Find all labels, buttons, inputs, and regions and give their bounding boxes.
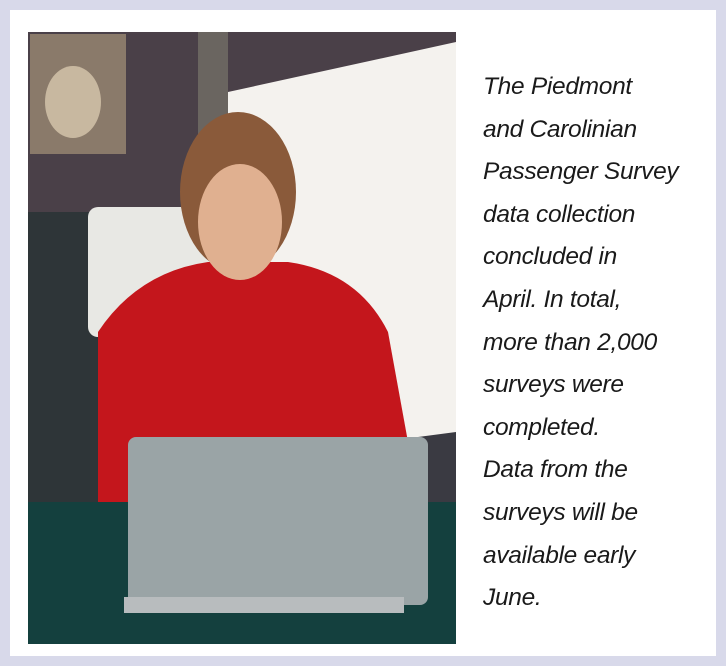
caption-line: and Carolinian — [483, 109, 713, 152]
caption-line: data collection — [483, 194, 713, 237]
caption-line: surveys were — [483, 364, 713, 407]
caption-line: The Piedmont — [483, 66, 713, 109]
caption-line: available early — [483, 535, 713, 578]
caption-line: surveys will be — [483, 492, 713, 535]
caption-line: Data from the — [483, 449, 713, 492]
caption-line: June. — [483, 577, 713, 620]
caption-line: more than 2,000 — [483, 322, 713, 365]
caption-line: Passenger Survey — [483, 151, 713, 194]
photo — [28, 32, 456, 644]
caption-line: April. In total, — [483, 279, 713, 322]
page: The Piedmontand CarolinianPassenger Surv… — [0, 0, 726, 666]
caption-line: concluded in — [483, 236, 713, 279]
caption-line: completed. — [483, 407, 713, 450]
